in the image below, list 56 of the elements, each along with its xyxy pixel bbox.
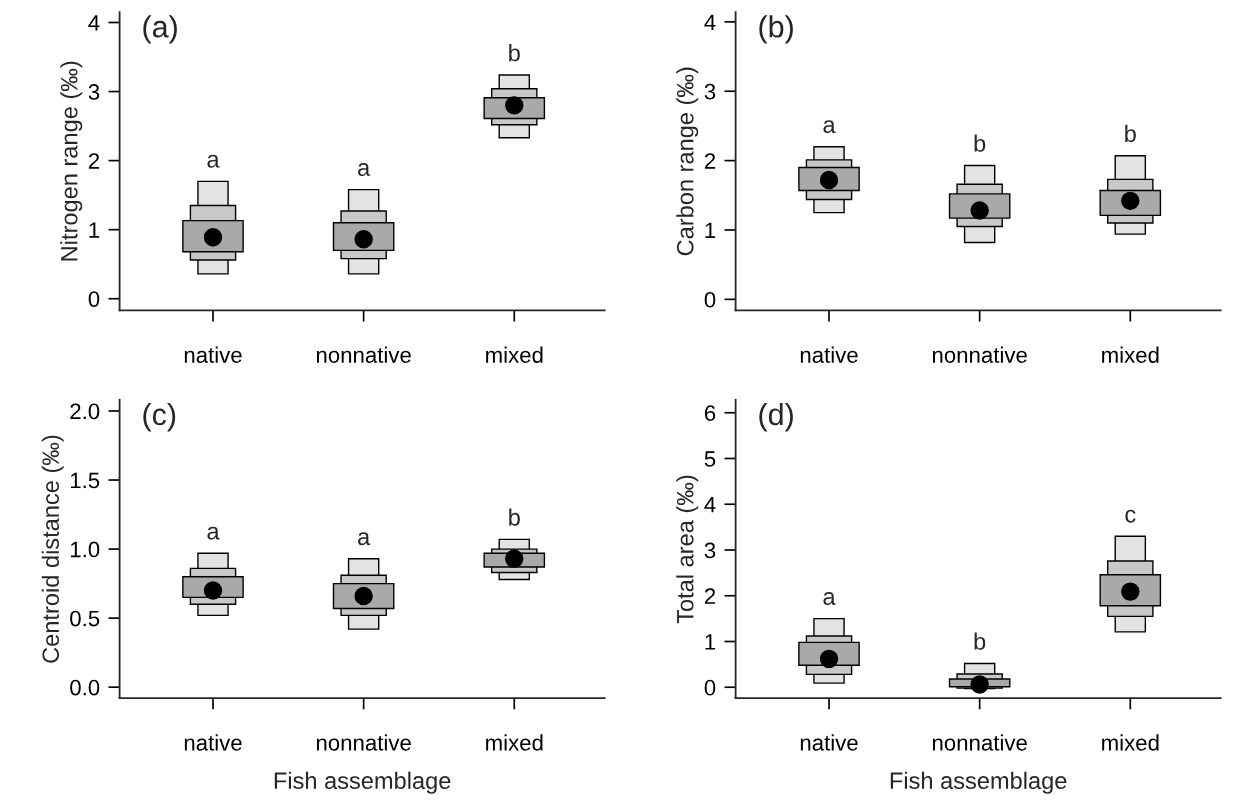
x-axis-title: Fish assemblage xyxy=(274,771,451,794)
y-tick-label: 4 xyxy=(704,497,716,513)
x-tick-label: native xyxy=(184,734,242,751)
y-axis-title: Nitrogen range (‰) xyxy=(60,61,83,261)
y-tick-label: 0.0 xyxy=(70,679,100,696)
y-tick-label: 4 xyxy=(88,15,100,31)
y-tick-label: 3 xyxy=(88,84,100,100)
y-tick-label: 2 xyxy=(704,153,716,169)
y-tick-label: 0 xyxy=(704,679,716,696)
x-tick-label: nonnative xyxy=(932,734,1027,751)
y-tick-label: 3 xyxy=(704,542,716,559)
y-tick-label: 2.0 xyxy=(70,403,100,420)
annotation: b xyxy=(509,508,520,526)
y-tick-label: 4 xyxy=(704,14,716,30)
y-tick-label: 0 xyxy=(704,291,716,308)
annotation: a xyxy=(823,592,836,605)
y-tick-label: 1.0 xyxy=(70,541,100,558)
annotation: b xyxy=(974,134,986,152)
y-tick-label: 6 xyxy=(704,405,716,422)
annotation: c xyxy=(1125,509,1136,523)
y-tick-label: 0 xyxy=(88,291,100,307)
annotation: b xyxy=(1125,124,1136,143)
y-axis-title: Total area (‰) xyxy=(676,475,699,624)
y-tick-label: 2 xyxy=(88,153,100,169)
y-tick-label: 5 xyxy=(704,451,716,467)
y-tick-label: 1 xyxy=(705,634,716,650)
annotation: b xyxy=(509,44,520,62)
x-axis-title: Fish assemblage xyxy=(890,771,1067,794)
y-tick-label: 1 xyxy=(705,222,716,239)
y-tick-label: 0.5 xyxy=(70,610,100,627)
x-tick-label: mixed xyxy=(486,346,543,363)
y-tick-label: 2 xyxy=(704,588,716,604)
x-tick-label: nonnative xyxy=(316,346,411,363)
annotation: b xyxy=(974,632,986,650)
x-tick-label: mixed xyxy=(1102,734,1159,751)
annotation: a xyxy=(358,532,371,546)
annotation: a xyxy=(207,154,220,168)
x-tick-label: native xyxy=(800,346,858,363)
x-tick-label: mixed xyxy=(1102,346,1159,363)
x-tick-label: native xyxy=(184,346,242,363)
x-tick-label: nonnative xyxy=(316,734,411,751)
chart-title: (d) xyxy=(759,402,793,432)
chart-title: (a) xyxy=(143,15,177,44)
y-tick-label: 1 xyxy=(89,222,100,238)
y-tick-label: 3 xyxy=(704,83,716,100)
chart-title: (c) xyxy=(143,402,176,432)
x-tick-label: nonnative xyxy=(932,346,1027,363)
y-axis-title: Carbon range (‰) xyxy=(676,67,699,256)
y-axis-title: Centroid distance (‰) xyxy=(41,435,64,663)
x-tick-label: native xyxy=(800,734,858,751)
y-tick-label: 1.5 xyxy=(70,472,100,489)
annotation: a xyxy=(823,120,836,134)
chart-title: (b) xyxy=(759,15,793,44)
annotation: a xyxy=(207,526,220,540)
x-tick-label: mixed xyxy=(486,734,543,751)
annotation: a xyxy=(358,163,371,176)
